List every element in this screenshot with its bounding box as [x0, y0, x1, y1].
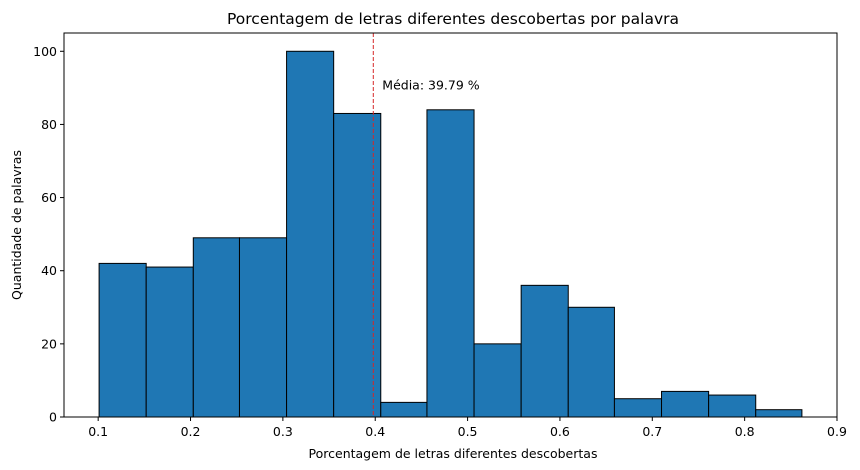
- y-axis-ticks: 0 20 40 60 80 100: [33, 44, 64, 425]
- histogram-bar: [98, 262, 147, 418]
- y-axis-label: Quantidade de palavras: [9, 150, 24, 300]
- plot-frame: [63, 32, 838, 418]
- y-tick-label: 60: [41, 190, 57, 205]
- histogram-bar: [145, 266, 194, 418]
- histogram-bar: [755, 409, 803, 418]
- x-tick-label: 0.5: [458, 424, 478, 439]
- histogram-bar: [520, 284, 569, 418]
- x-tick-label: 0.6: [550, 424, 570, 439]
- y-tick-label: 40: [41, 263, 57, 278]
- histogram-bar: [473, 343, 522, 418]
- histogram-bar: [567, 306, 615, 418]
- x-tick-label: 0.2: [181, 424, 201, 439]
- y-tick-label: 20: [41, 336, 57, 351]
- histogram-bar: [238, 237, 288, 418]
- histogram-bar: [426, 109, 475, 418]
- bars-group: [98, 50, 803, 418]
- mean-annotation: Média: 39.79 %: [382, 78, 479, 93]
- histogram-bar: [708, 394, 757, 418]
- x-tick-label: 0.8: [735, 424, 755, 439]
- x-tick-label: 0.7: [642, 424, 662, 439]
- histogram-bar: [192, 237, 240, 418]
- y-tick-label: 80: [41, 117, 57, 132]
- x-axis-label: Porcentagem de letras diferentes descobe…: [309, 446, 598, 461]
- x-tick-label: 0.3: [273, 424, 293, 439]
- x-axis-ticks: 0.1 0.2 0.3 0.4 0.5 0.6 0.7 0.8 0.9: [88, 417, 847, 439]
- x-tick-label: 0.1: [88, 424, 108, 439]
- x-tick-label: 0.4: [365, 424, 385, 439]
- chart-title: Porcentagem de letras diferentes descobe…: [227, 10, 679, 28]
- histogram-bar: [380, 401, 428, 418]
- histogram-bar: [286, 50, 335, 418]
- y-tick-label: 0: [49, 410, 57, 425]
- x-tick-label: 0.9: [827, 424, 847, 439]
- y-tick-label: 100: [33, 44, 57, 59]
- histogram-bar: [613, 398, 663, 418]
- histogram-bar: [661, 390, 710, 418]
